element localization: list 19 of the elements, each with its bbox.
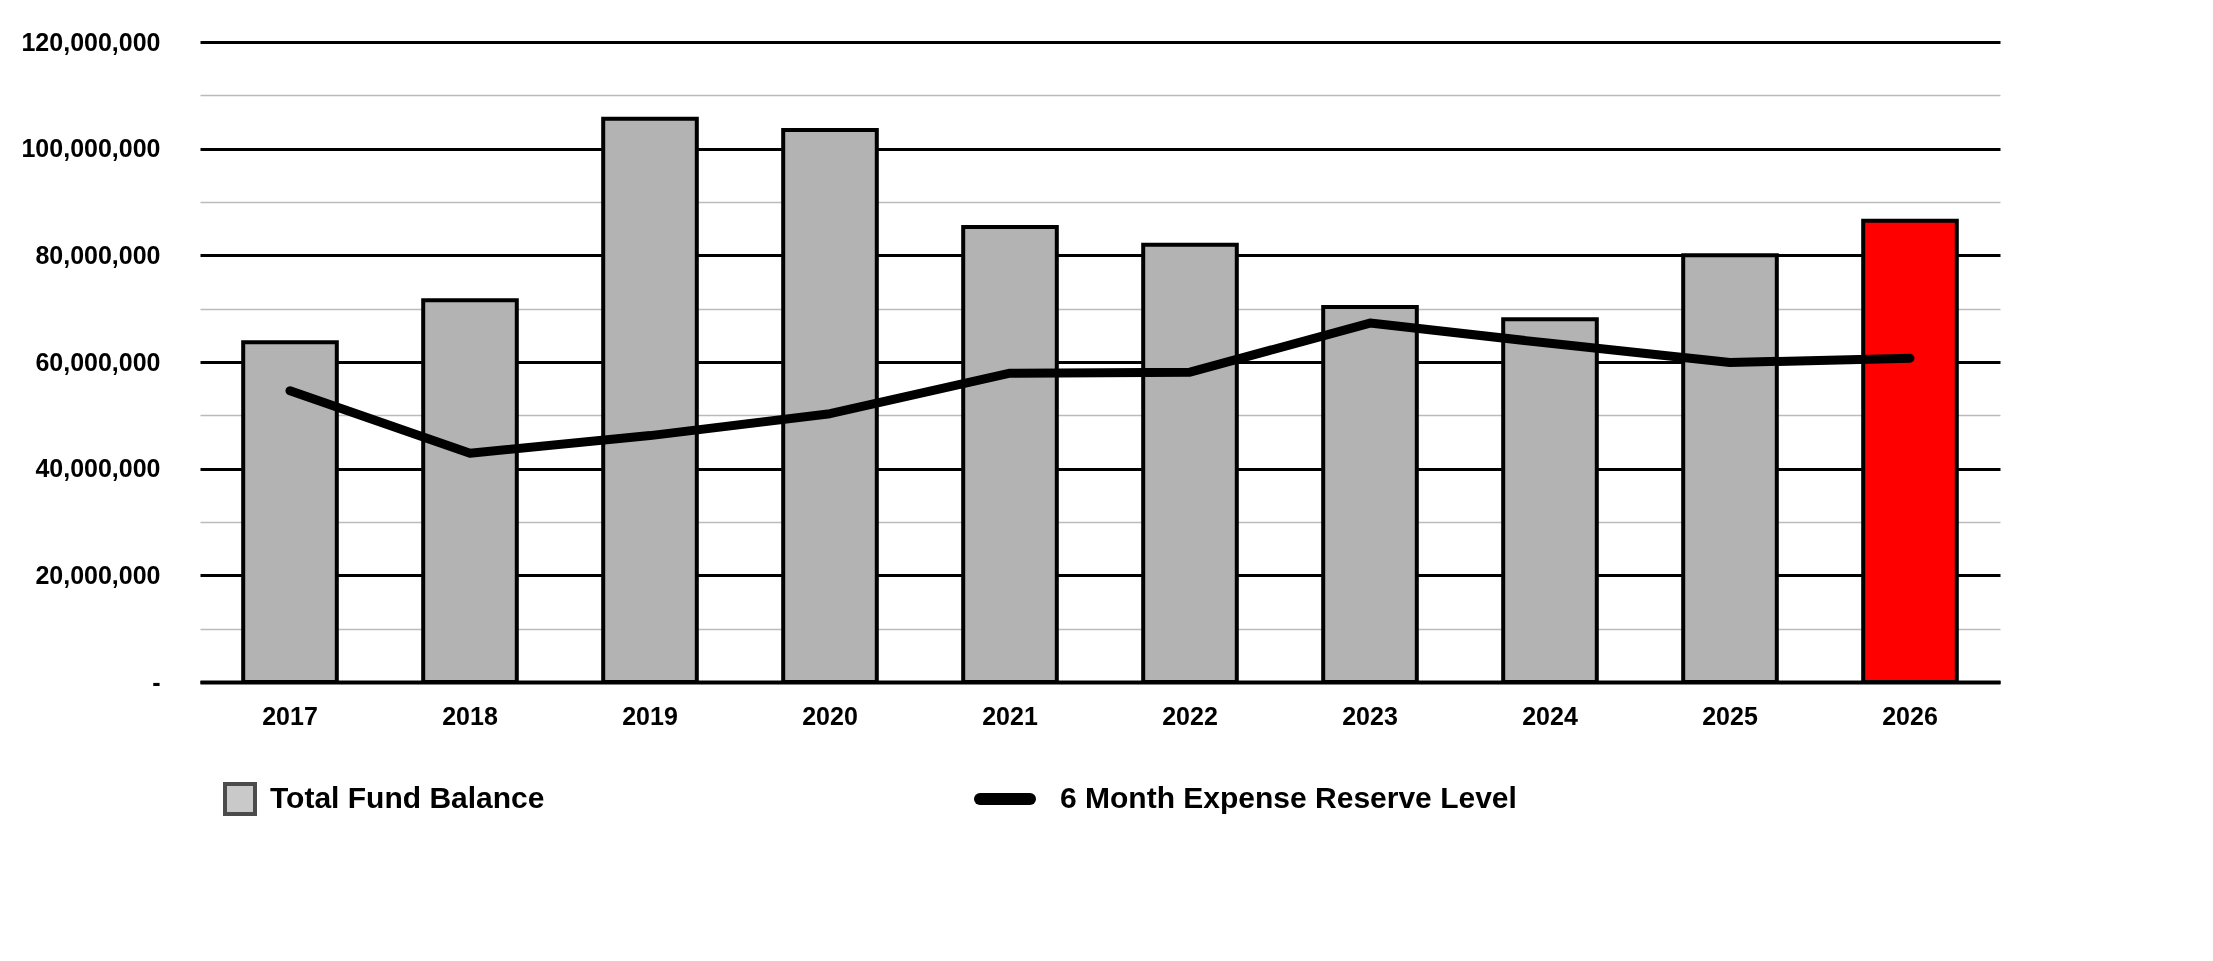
x-tick-label: 2018	[442, 701, 498, 730]
x-tick-label: 2019	[622, 701, 678, 730]
x-tick-label: 2020	[802, 701, 858, 730]
y-tick-label: 40,000,000	[35, 454, 161, 483]
x-tick-label: 2025	[1702, 701, 1758, 730]
y-tick-label: 60,000,000	[35, 347, 161, 376]
x-tick-label: 2021	[982, 701, 1038, 730]
legend-label: Total Fund Balance	[270, 781, 545, 814]
legend-label: 6 Month Expense Reserve Level	[1060, 781, 1517, 814]
x-tick-label: 2024	[1522, 701, 1578, 730]
x-tick-label: 2023	[1342, 701, 1398, 730]
y-tick-label: 100,000,000	[21, 134, 161, 163]
x-tick-label: 2026	[1882, 701, 1938, 730]
y-tick-label: 120,000,000	[21, 27, 161, 56]
y-tick-label: 20,000,000	[35, 560, 161, 589]
y-tick-label: 80,000,000	[35, 240, 161, 269]
x-tick-label: 2017	[262, 701, 318, 730]
x-tick-label: 2022	[1162, 701, 1218, 730]
y-tick-label: -	[152, 667, 161, 696]
